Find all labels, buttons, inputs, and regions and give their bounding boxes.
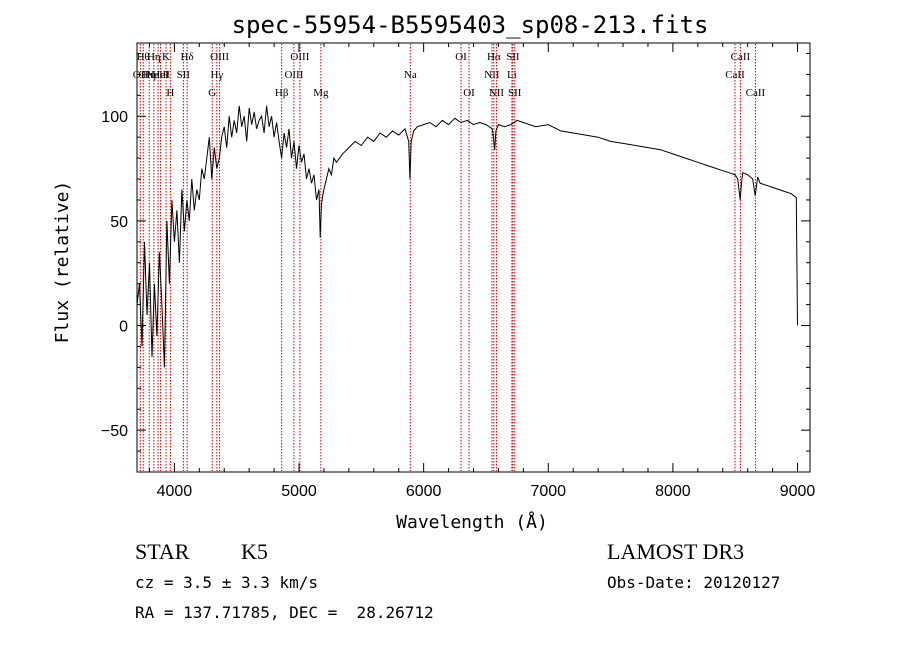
subclass-label: K5 [241,539,268,564]
line-marker-label: G [208,87,216,99]
line-marker-label: NeIII [146,69,170,81]
line-marker-label: SII [506,51,520,63]
redshift-label: cz = 3.5 ± 3.3 km/s [135,573,319,592]
line-marker-label: HeI [152,69,169,81]
line-marker-label: Hθ [137,51,150,63]
line-marker-label: OIII [284,69,303,81]
x-tick-label: 8000 [655,483,691,500]
line-marker-label: Hα [487,51,501,63]
x-tick-label: 6000 [406,483,442,500]
x-axis-label: Wavelength (Å) [396,511,548,533]
line-marker-label: CaII [731,51,751,63]
y-axis-label: Flux (relative) [52,181,73,344]
line-marker-label: CaII [746,87,766,99]
y-tick-label: 0 [119,319,128,336]
line-marker-label: Hγ [210,69,223,81]
line-marker-label: OIII [210,51,229,63]
x-tick-label: 7000 [530,483,566,500]
line-markers: OIIHθHηHηNeIIIHeIKHSIIHδGHγOIIIHβOIIIOII… [133,44,766,471]
line-marker-label: Hη [147,51,161,63]
line-marker-label: OI [463,87,475,99]
line-marker-label: SII [177,69,191,81]
class-label: STAR [135,539,190,564]
line-marker-label: NII [489,87,505,99]
chart-title: spec-55954-B5595403_sp08-213.fits [232,11,709,39]
x-tick-label: 4000 [157,483,193,500]
line-marker-label: Li [507,69,517,81]
coordinates-label: RA = 137.71785, DEC = 28.26712 [135,603,434,622]
line-marker-label: Na [404,69,417,81]
y-tick-label: 100 [101,109,128,126]
survey-label: LAMOST DR3 [607,539,745,564]
line-marker-label: OI [455,51,467,63]
plot-frame [136,42,811,473]
spectrum-line [136,105,798,368]
line-marker-label: SII [508,87,522,99]
line-marker-label: NII [484,69,500,81]
line-marker-label: Mg [313,87,329,99]
x-tick-label: 5000 [281,483,317,500]
line-marker-label: H [166,87,174,99]
line-marker-label: Hδ [181,51,194,63]
axis-ticks: 4000 5000 6000 7000 8000 9000 −50 0 50 100 [101,43,816,500]
obs-date-label: Obs-Date: 20120127 [607,573,781,592]
line-marker-label: Hβ [275,87,289,99]
x-tick-label: 9000 [780,483,816,500]
line-marker-label: CaII [725,69,745,81]
line-marker-label: K [162,51,170,63]
y-tick-label: 50 [110,214,128,231]
y-tick-label: −50 [101,423,128,440]
line-marker-label: OIII [290,51,309,63]
line-marker-label: Hη [142,69,156,81]
